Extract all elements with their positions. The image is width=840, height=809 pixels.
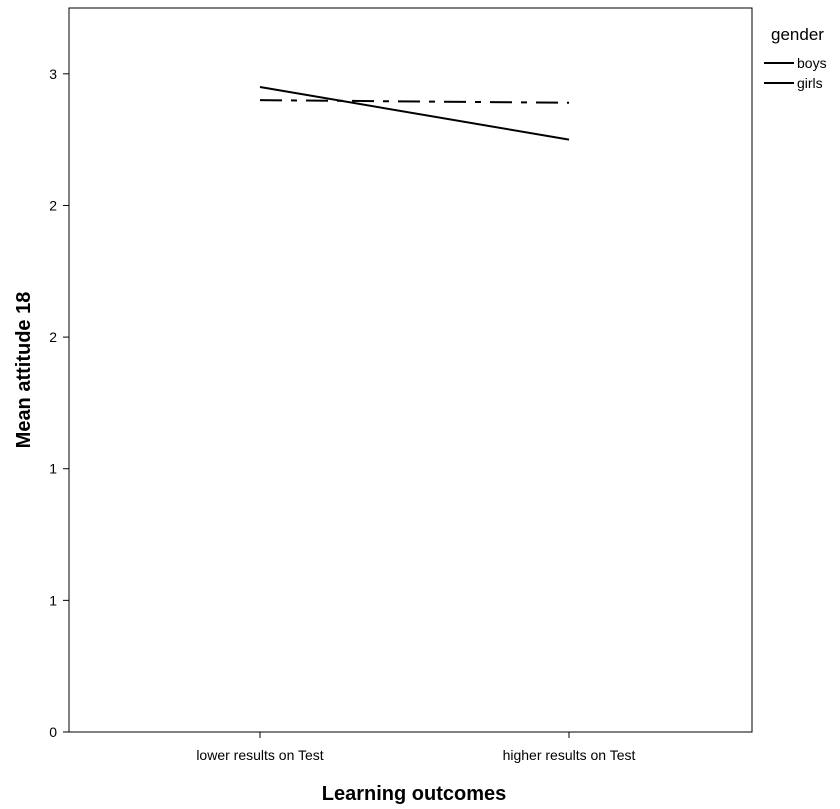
y-tick-label: 1 bbox=[49, 461, 57, 477]
legend-label-girls: girls bbox=[797, 75, 823, 91]
legend: gender boys girls bbox=[764, 25, 827, 91]
legend-title: gender bbox=[771, 25, 824, 44]
plot-frame bbox=[68, 7, 753, 733]
y-tick-label: 2 bbox=[49, 329, 57, 345]
series-line-boys bbox=[259, 85, 570, 141]
x-tick-label: higher results on Test bbox=[503, 747, 636, 763]
x-axis-title: Learning outcomes bbox=[322, 783, 506, 805]
y-axis-title: Mean attitude 18 bbox=[13, 292, 35, 449]
y-axis-ticks: 0 1 1 2 2 3 bbox=[49, 66, 69, 740]
series-lines bbox=[259, 85, 570, 141]
series-line-girls bbox=[259, 99, 570, 104]
x-tick-label: lower results on Test bbox=[196, 747, 323, 763]
x-axis-ticks: lower results on Test higher results on T… bbox=[196, 732, 636, 763]
legend-label-boys: boys bbox=[797, 55, 827, 71]
y-tick-label: 0 bbox=[49, 724, 57, 740]
y-tick-label: 2 bbox=[49, 197, 57, 213]
y-tick-label: 3 bbox=[49, 66, 57, 82]
y-tick-label: 1 bbox=[49, 592, 57, 608]
